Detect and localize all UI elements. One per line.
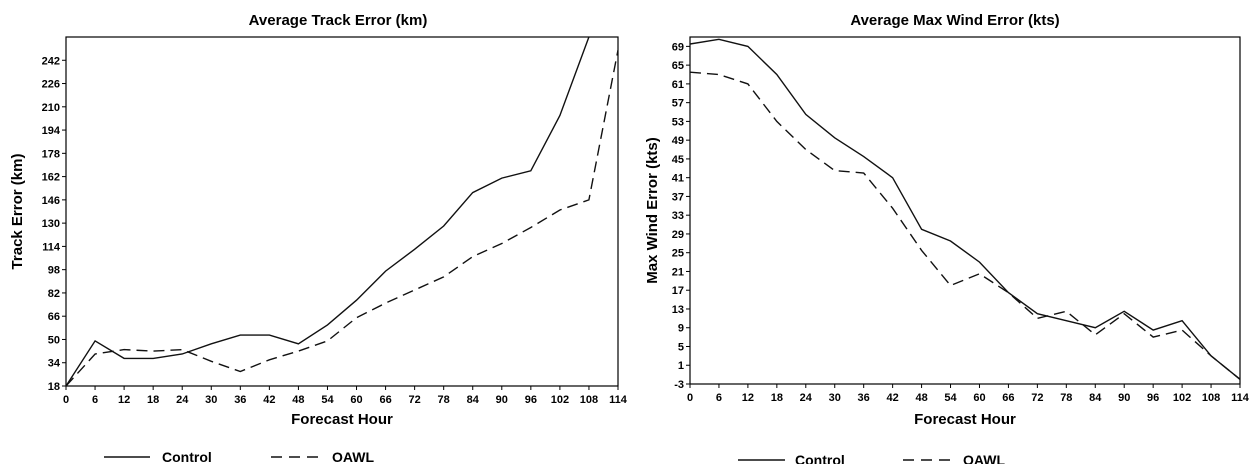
legend-label-oawl: OAWL (963, 452, 1005, 464)
y-tick-label: 50 (48, 334, 60, 346)
x-tick-label: 108 (580, 394, 598, 406)
y-tick-label: 226 (42, 79, 60, 91)
y-tick-label: 82 (48, 288, 60, 300)
x-tick-label: 36 (234, 394, 246, 406)
y-tick-label: 13 (672, 304, 684, 316)
x-tick-label: 102 (551, 394, 569, 406)
x-tick-label: 24 (176, 394, 189, 406)
x-tick-label: 18 (771, 392, 783, 404)
y-tick-label: 98 (48, 265, 60, 277)
series-line-control (690, 38, 1240, 380)
x-tick-label: 90 (496, 394, 508, 406)
y-tick-label: 66 (48, 311, 60, 323)
x-tick-label: 18 (147, 394, 159, 406)
y-tick-label: -3 (674, 379, 684, 391)
chart-max-wind-error: Average Max Wind Error (kts) 0 6 12 18 24 30 36… (644, 12, 1250, 464)
y-tick-label: 34 (48, 358, 61, 370)
y-tick-label: 37 (672, 191, 684, 203)
y-tick-label: 146 (42, 195, 60, 207)
series-line-control (66, 37, 590, 386)
x-tick-label: 72 (409, 394, 421, 406)
x-tick-label: 48 (292, 394, 304, 406)
x-axis-label: Forecast Hour (291, 411, 393, 428)
legend-label-oawl: OAWL (332, 449, 374, 464)
y-tick-label: 9 (678, 323, 684, 335)
x-tick-label: 0 (687, 392, 693, 404)
x-tick-label: 30 (829, 392, 841, 404)
x-tick-label: 30 (205, 394, 217, 406)
y-tick-label: 194 (42, 125, 61, 137)
x-tick-label: 54 (944, 392, 957, 404)
x-tick-label: 6 (92, 394, 98, 406)
y-tick-label: 33 (672, 210, 684, 222)
y-tick-label: 5 (678, 341, 684, 353)
x-tick-label: 102 (1173, 392, 1191, 404)
plot-frame (689, 36, 1241, 385)
x-tick-label: 6 (716, 392, 722, 404)
x-tick-label: 12 (118, 394, 130, 406)
y-tick-label: 242 (42, 55, 60, 67)
x-tick-label: 78 (1060, 392, 1072, 404)
x-tick-label: 42 (887, 392, 899, 404)
x-tick-label: 54 (321, 394, 334, 406)
y-tick-label: 45 (672, 154, 684, 166)
x-tick-label: 96 (525, 394, 537, 406)
y-tick-label: 65 (672, 60, 684, 72)
plot-frame (65, 36, 619, 387)
y-tick-label: 114 (42, 241, 61, 253)
chart-title: Average Max Wind Error (kts) (850, 12, 1059, 29)
x-tick-label: 24 (800, 392, 813, 404)
y-tick-label: 210 (42, 102, 60, 114)
y-tick-label: 57 (672, 98, 684, 110)
y-tick-label: 53 (672, 116, 684, 128)
x-tick-label: 108 (1202, 392, 1220, 404)
chart-title: Average Track Error (km) (249, 12, 428, 29)
legend-label-control: Control (162, 449, 212, 464)
y-tick-label: 29 (672, 229, 684, 241)
x-tick-label: 36 (858, 392, 870, 404)
y-tick-label: 18 (48, 381, 60, 393)
x-tick-label: 114 (1231, 392, 1250, 404)
x-tick-label: 72 (1031, 392, 1043, 404)
x-tick-label: 60 (973, 392, 985, 404)
y-tick-label: 69 (672, 41, 684, 53)
chart-track-error: Average Track Error (km) 0 6 12 18 24 30 36 42 48… (9, 12, 628, 464)
y-axis-label: Max Wind Error (kts) (644, 137, 661, 284)
x-tick-label: 90 (1118, 392, 1130, 404)
x-tick-label: 12 (742, 392, 754, 404)
x-tick-label: 48 (915, 392, 927, 404)
series-line-oawl (690, 71, 1240, 380)
y-tick-label: 61 (672, 79, 684, 91)
x-tick-label: 66 (379, 394, 391, 406)
series-line-oawl (66, 49, 618, 386)
y-tick-label: 1 (678, 360, 684, 372)
y-tick-label: 49 (672, 135, 684, 147)
x-axis-label: Forecast Hour (914, 411, 1016, 428)
y-tick-label: 21 (672, 266, 684, 278)
x-tick-label: 84 (467, 394, 480, 406)
y-tick-label: 178 (42, 148, 60, 160)
x-tick-label: 42 (263, 394, 275, 406)
y-axis-label: Track Error (km) (9, 154, 26, 270)
y-tick-label: 25 (672, 248, 684, 260)
x-tick-label: 78 (438, 394, 450, 406)
y-tick-label: 17 (672, 285, 684, 297)
y-tick-label: 130 (42, 218, 60, 230)
x-tick-label: 66 (1002, 392, 1014, 404)
legend-label-control: Control (795, 452, 845, 464)
y-tick-label: 41 (672, 173, 684, 185)
x-tick-label: 96 (1147, 392, 1159, 404)
y-tick-label: 162 (42, 172, 60, 184)
x-tick-label: 0 (63, 394, 69, 406)
x-tick-label: 114 (609, 394, 628, 406)
x-tick-label: 60 (350, 394, 362, 406)
x-tick-label: 84 (1089, 392, 1102, 404)
